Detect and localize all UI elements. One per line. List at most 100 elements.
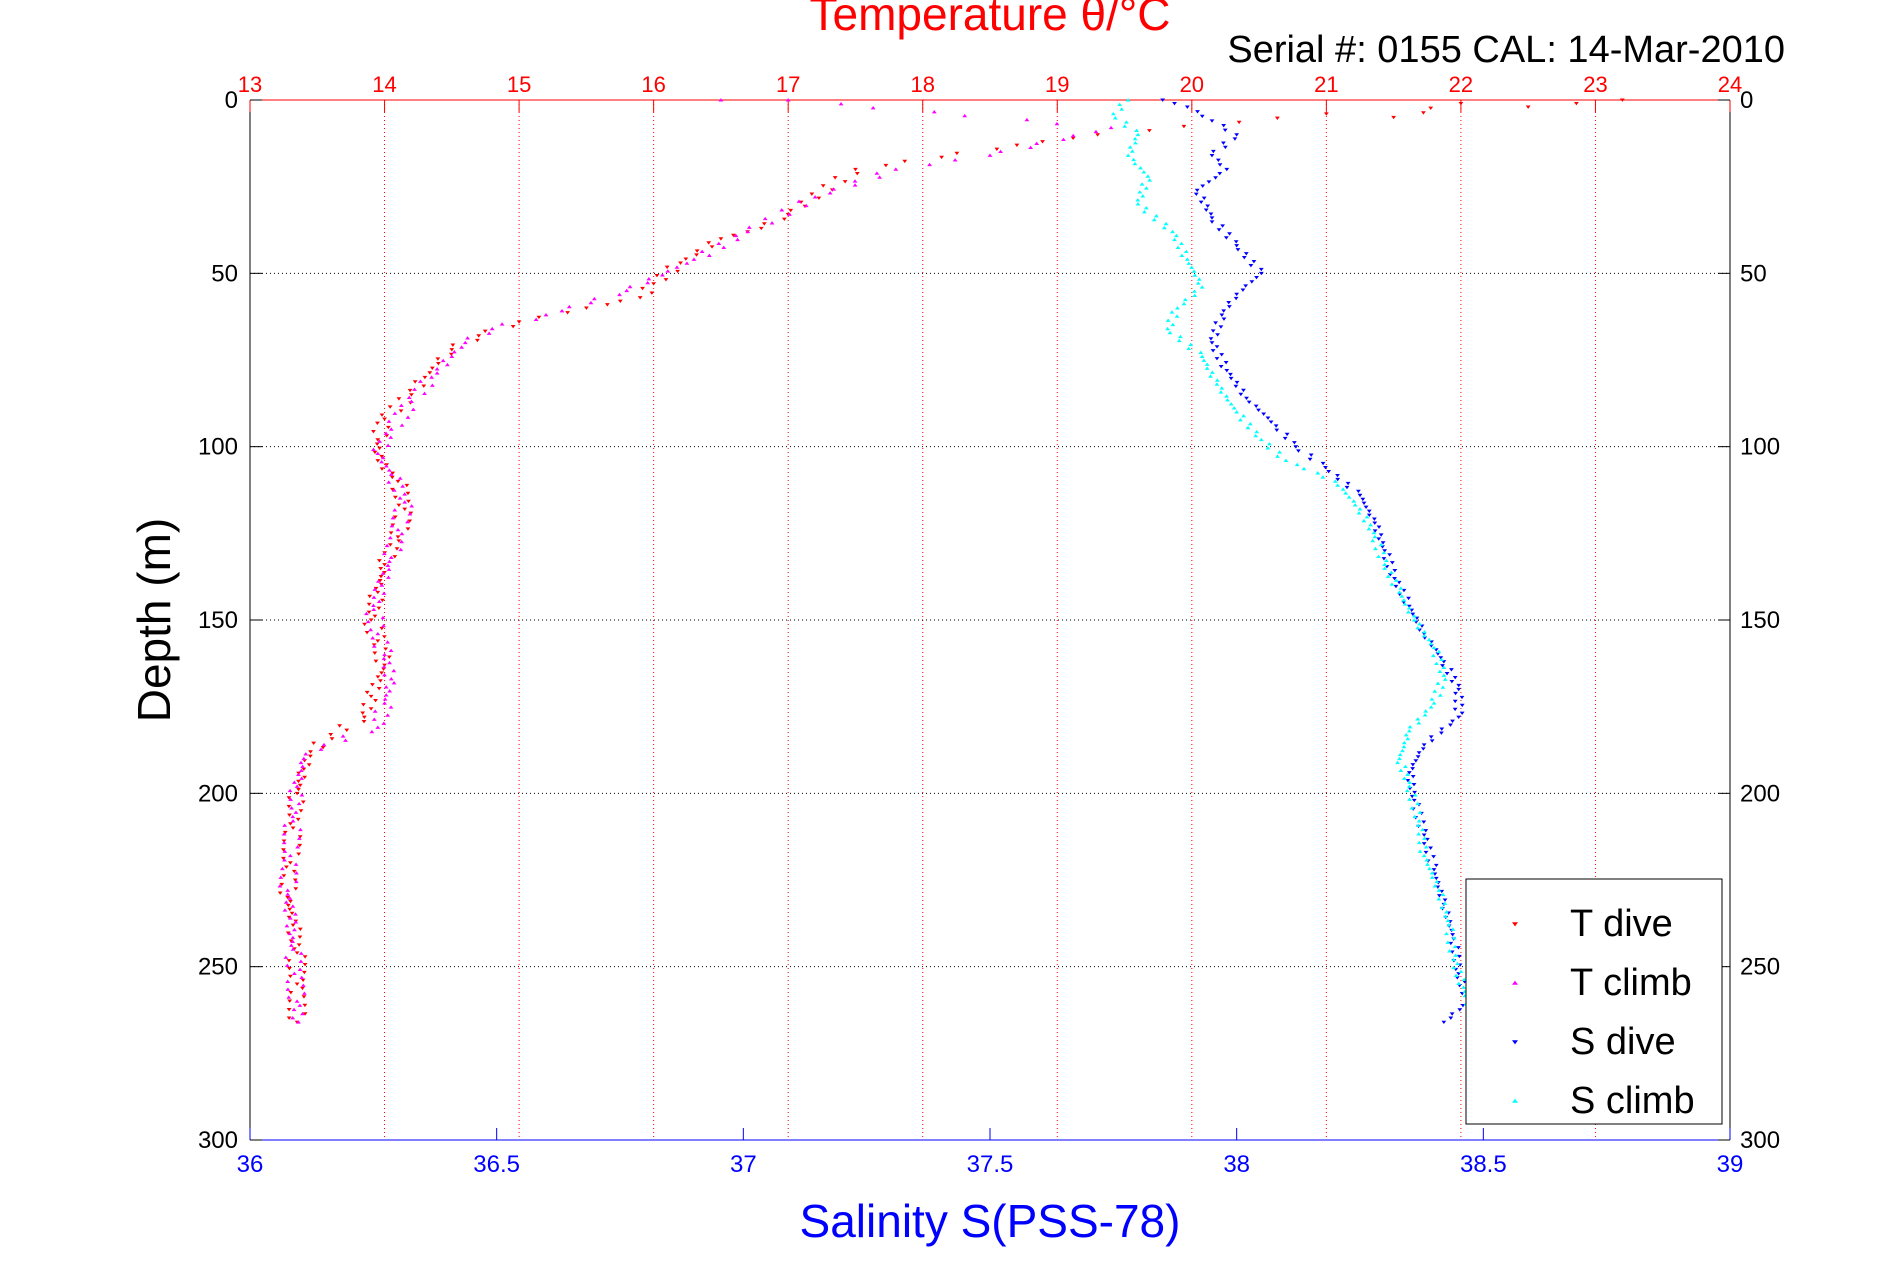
data-point	[1440, 892, 1446, 897]
data-point	[290, 1016, 296, 1020]
data-point	[435, 362, 441, 366]
data-point	[1453, 691, 1458, 696]
data-point	[360, 711, 366, 715]
data-point	[286, 1016, 292, 1020]
data-point	[1442, 898, 1448, 902]
data-point	[406, 395, 412, 399]
data-point	[375, 639, 381, 643]
data-point	[407, 519, 413, 523]
data-point	[1448, 941, 1454, 946]
data-point	[1385, 574, 1391, 578]
data-point	[1172, 102, 1177, 106]
grid	[250, 100, 1730, 1140]
data-point	[372, 709, 378, 713]
data-point	[1431, 855, 1436, 859]
data-point	[285, 895, 291, 900]
data-point	[361, 703, 366, 707]
data-point	[1405, 610, 1411, 614]
data-point	[1443, 914, 1448, 918]
data-point	[1410, 775, 1416, 779]
data-point	[368, 627, 374, 632]
data-point	[372, 614, 378, 618]
data-point	[1283, 458, 1289, 462]
data-point	[1407, 797, 1412, 801]
data-point	[1407, 725, 1413, 729]
data-point	[409, 399, 414, 404]
data-point	[1218, 390, 1224, 394]
data-point	[1421, 853, 1427, 858]
data-point	[1410, 763, 1416, 767]
data-point	[321, 742, 327, 747]
data-point	[651, 282, 657, 286]
data-point	[1426, 637, 1432, 642]
data-point	[1440, 685, 1446, 689]
data-point	[1366, 513, 1372, 517]
data-point	[1253, 433, 1259, 438]
data-point	[716, 241, 722, 246]
data-point	[1403, 732, 1409, 737]
data-point	[286, 995, 292, 999]
data-point	[694, 253, 699, 257]
data-point	[803, 203, 809, 208]
data-point	[375, 421, 380, 426]
data-point	[1459, 695, 1465, 700]
data-point	[1391, 115, 1397, 120]
data-point	[1461, 985, 1466, 989]
data-point	[395, 479, 401, 484]
data-point	[288, 991, 294, 995]
data-point	[1366, 526, 1372, 531]
data-point	[939, 155, 944, 160]
data-point	[1433, 876, 1439, 881]
data-point	[289, 806, 294, 810]
data-point	[408, 511, 414, 515]
data-point	[645, 280, 651, 285]
data-point	[1222, 128, 1228, 132]
data-point	[1356, 489, 1361, 494]
data-point	[1389, 561, 1395, 565]
data-point	[1450, 927, 1456, 931]
data-point	[1411, 798, 1417, 803]
data-point	[361, 719, 367, 724]
data-point	[291, 1007, 297, 1012]
data-point	[510, 325, 516, 329]
temperature-tick-label: 13	[238, 72, 262, 97]
data-point	[1442, 677, 1448, 681]
data-point	[372, 651, 378, 655]
data-point	[746, 225, 752, 229]
data-point	[375, 451, 381, 456]
depth-tick-label-right: 250	[1740, 954, 1780, 981]
data-point	[1452, 944, 1458, 949]
data-point	[1422, 713, 1428, 717]
data-point	[1133, 141, 1138, 145]
data-point	[1234, 380, 1240, 385]
data-point	[691, 257, 697, 261]
data-point	[1352, 503, 1358, 507]
data-point	[1214, 382, 1220, 386]
data-point	[1186, 346, 1192, 351]
data-point	[410, 407, 416, 411]
data-point	[536, 315, 542, 320]
data-point	[1221, 309, 1227, 313]
data-point	[718, 237, 724, 241]
data-point	[1363, 505, 1369, 510]
data-point	[379, 626, 385, 631]
data-point	[1028, 145, 1034, 149]
data-point	[1061, 137, 1066, 142]
depth-tick-label-right: 300	[1740, 1127, 1780, 1154]
data-point	[1145, 174, 1151, 178]
data-point	[1169, 310, 1175, 314]
data-point	[405, 520, 410, 524]
data-point	[1416, 832, 1422, 836]
data-point	[543, 313, 549, 317]
data-point	[382, 697, 388, 701]
data-point	[1452, 699, 1458, 704]
data-point	[281, 856, 286, 861]
data-point	[1413, 759, 1419, 763]
data-point	[285, 987, 291, 991]
data-point	[718, 98, 724, 102]
data-point	[380, 615, 386, 620]
data-point	[386, 468, 392, 472]
data-point	[1421, 842, 1427, 846]
data-point	[387, 535, 393, 540]
temperature-tick-label: 22	[1449, 72, 1473, 97]
